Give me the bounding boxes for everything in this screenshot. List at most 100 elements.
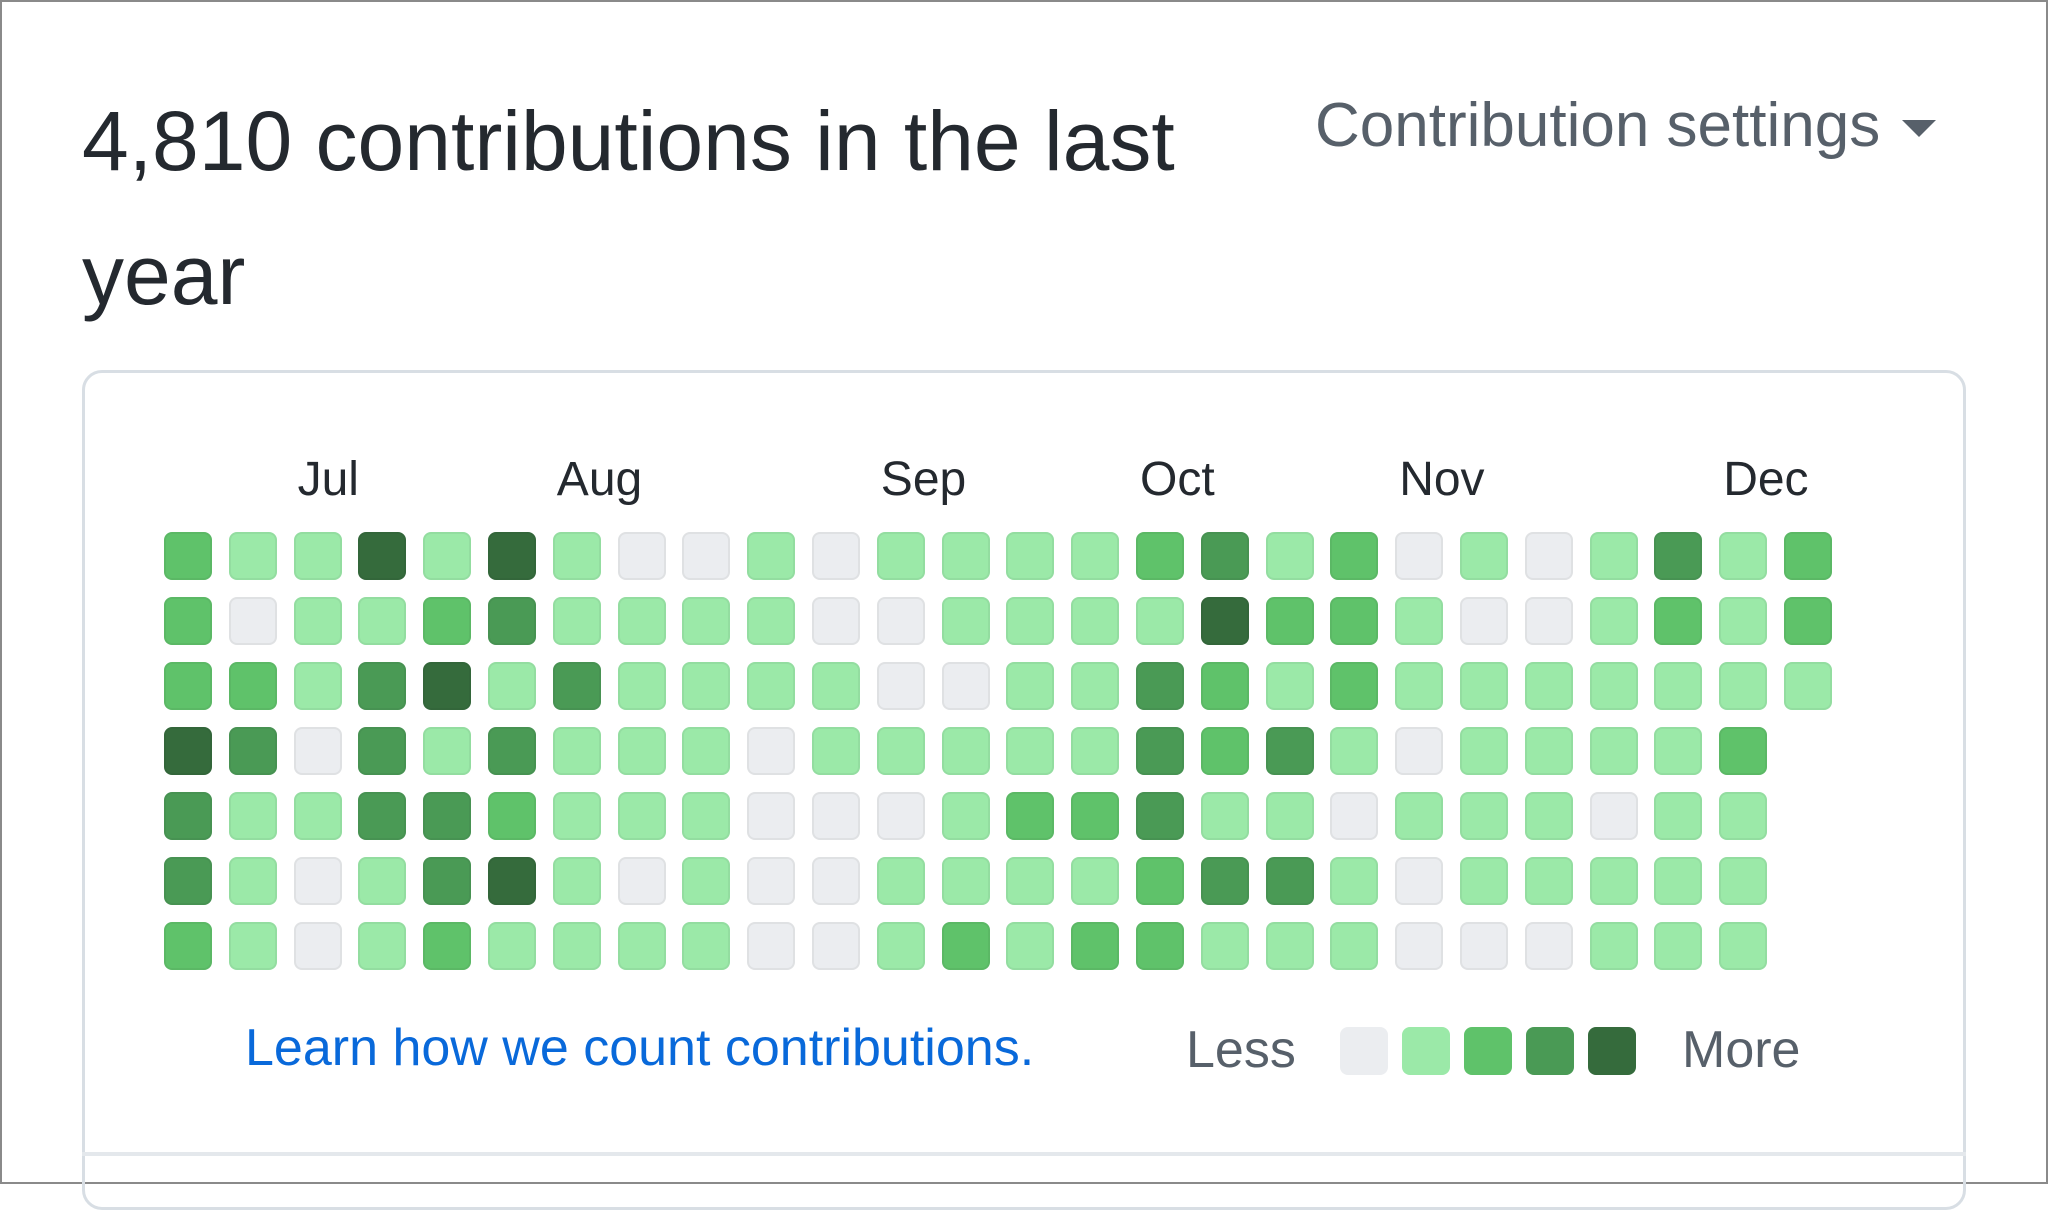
day-cell-week10-wed[interactable]: [747, 727, 796, 775]
day-cell-week24-sat[interactable]: [1654, 922, 1703, 970]
day-cell-week16-thu[interactable]: [1136, 792, 1184, 840]
day-cell-week4-wed[interactable]: [358, 727, 407, 775]
day-cell-week10-sun[interactable]: [747, 532, 796, 580]
day-cell-week12-fri[interactable]: [876, 857, 925, 905]
day-cell-week2-thu[interactable]: [228, 792, 277, 840]
day-cell-week24-wed[interactable]: [1654, 727, 1703, 775]
day-cell-week12-sun[interactable]: [876, 532, 925, 580]
day-cell-week6-tue[interactable]: [488, 662, 536, 710]
day-cell-week18-fri[interactable]: [1265, 857, 1314, 905]
day-cell-week16-fri[interactable]: [1136, 857, 1184, 905]
day-cell-week20-tue[interactable]: [1395, 662, 1444, 710]
day-cell-week7-tue[interactable]: [552, 662, 601, 710]
day-cell-week1-thu[interactable]: [164, 792, 212, 840]
day-cell-week5-tue[interactable]: [423, 662, 472, 710]
day-cell-week10-mon[interactable]: [747, 597, 796, 645]
day-cell-week1-mon[interactable]: [164, 597, 212, 645]
day-cell-week12-wed[interactable]: [876, 727, 925, 775]
day-cell-week20-sun[interactable]: [1395, 532, 1444, 580]
day-cell-week14-sun[interactable]: [1006, 532, 1055, 580]
day-cell-week15-fri[interactable]: [1071, 857, 1120, 905]
day-cell-week13-thu[interactable]: [941, 792, 990, 840]
contribution-settings-dropdown[interactable]: Contribution settings: [1315, 90, 1937, 161]
day-cell-week17-tue[interactable]: [1200, 662, 1249, 710]
day-cell-week20-thu[interactable]: [1395, 792, 1444, 840]
day-cell-week1-sat[interactable]: [164, 922, 212, 970]
day-cell-week9-sun[interactable]: [682, 532, 731, 580]
day-cell-week21-sat[interactable]: [1460, 922, 1508, 970]
day-cell-week5-fri[interactable]: [423, 857, 472, 905]
day-cell-week15-mon[interactable]: [1071, 597, 1120, 645]
day-cell-week14-sat[interactable]: [1006, 922, 1055, 970]
day-cell-week9-wed[interactable]: [682, 727, 731, 775]
day-cell-week15-thu[interactable]: [1071, 792, 1120, 840]
day-cell-week12-sat[interactable]: [876, 922, 925, 970]
day-cell-week22-sat[interactable]: [1524, 922, 1573, 970]
day-cell-week25-tue[interactable]: [1719, 662, 1768, 710]
day-cell-week3-sun[interactable]: [293, 532, 342, 580]
day-cell-week26-sun[interactable]: [1784, 532, 1832, 580]
day-cell-week9-sat[interactable]: [682, 922, 731, 970]
day-cell-week23-sun[interactable]: [1589, 532, 1638, 580]
day-cell-week4-sun[interactable]: [358, 532, 407, 580]
day-cell-week13-sun[interactable]: [941, 532, 990, 580]
day-cell-week5-sat[interactable]: [423, 922, 472, 970]
day-cell-week7-sat[interactable]: [552, 922, 601, 970]
day-cell-week14-thu[interactable]: [1006, 792, 1055, 840]
day-cell-week4-sat[interactable]: [358, 922, 407, 970]
day-cell-week7-thu[interactable]: [552, 792, 601, 840]
day-cell-week11-wed[interactable]: [812, 727, 860, 775]
day-cell-week20-fri[interactable]: [1395, 857, 1444, 905]
day-cell-week22-wed[interactable]: [1524, 727, 1573, 775]
day-cell-week7-sun[interactable]: [552, 532, 601, 580]
day-cell-week3-tue[interactable]: [293, 662, 342, 710]
day-cell-week6-sun[interactable]: [488, 532, 536, 580]
day-cell-week11-thu[interactable]: [812, 792, 860, 840]
day-cell-week4-fri[interactable]: [358, 857, 407, 905]
day-cell-week7-wed[interactable]: [552, 727, 601, 775]
day-cell-week8-fri[interactable]: [617, 857, 666, 905]
day-cell-week14-mon[interactable]: [1006, 597, 1055, 645]
day-cell-week14-tue[interactable]: [1006, 662, 1055, 710]
day-cell-week19-sun[interactable]: [1330, 532, 1379, 580]
day-cell-week23-fri[interactable]: [1589, 857, 1638, 905]
day-cell-week2-wed[interactable]: [228, 727, 277, 775]
day-cell-week5-mon[interactable]: [423, 597, 472, 645]
day-cell-week24-fri[interactable]: [1654, 857, 1703, 905]
day-cell-week19-fri[interactable]: [1330, 857, 1379, 905]
day-cell-week9-thu[interactable]: [682, 792, 731, 840]
day-cell-week21-mon[interactable]: [1460, 597, 1508, 645]
day-cell-week21-wed[interactable]: [1460, 727, 1508, 775]
day-cell-week17-sat[interactable]: [1200, 922, 1249, 970]
day-cell-week19-tue[interactable]: [1330, 662, 1379, 710]
day-cell-week23-thu[interactable]: [1589, 792, 1638, 840]
learn-how-we-count-link[interactable]: Learn how we count contributions.: [245, 1019, 1035, 1077]
day-cell-week18-thu[interactable]: [1265, 792, 1314, 840]
day-cell-week17-fri[interactable]: [1200, 857, 1249, 905]
day-cell-week3-sat[interactable]: [293, 922, 342, 970]
day-cell-week20-mon[interactable]: [1395, 597, 1444, 645]
day-cell-week13-fri[interactable]: [941, 857, 990, 905]
day-cell-week21-tue[interactable]: [1460, 662, 1508, 710]
day-cell-week18-tue[interactable]: [1265, 662, 1314, 710]
day-cell-week7-fri[interactable]: [552, 857, 601, 905]
day-cell-week11-fri[interactable]: [812, 857, 860, 905]
day-cell-week12-tue[interactable]: [876, 662, 925, 710]
day-cell-week25-sun[interactable]: [1719, 532, 1768, 580]
day-cell-week23-sat[interactable]: [1589, 922, 1638, 970]
day-cell-week11-mon[interactable]: [812, 597, 860, 645]
day-cell-week19-sat[interactable]: [1330, 922, 1379, 970]
day-cell-week3-mon[interactable]: [293, 597, 342, 645]
day-cell-week2-tue[interactable]: [228, 662, 277, 710]
day-cell-week24-tue[interactable]: [1654, 662, 1703, 710]
day-cell-week23-mon[interactable]: [1589, 597, 1638, 645]
day-cell-week12-thu[interactable]: [876, 792, 925, 840]
day-cell-week2-sat[interactable]: [228, 922, 277, 970]
day-cell-week26-tue[interactable]: [1784, 662, 1832, 710]
day-cell-week19-mon[interactable]: [1330, 597, 1379, 645]
day-cell-week10-sat[interactable]: [747, 922, 796, 970]
day-cell-week15-sat[interactable]: [1071, 922, 1120, 970]
day-cell-week4-tue[interactable]: [358, 662, 407, 710]
day-cell-week6-sat[interactable]: [488, 922, 536, 970]
day-cell-week13-sat[interactable]: [941, 922, 990, 970]
